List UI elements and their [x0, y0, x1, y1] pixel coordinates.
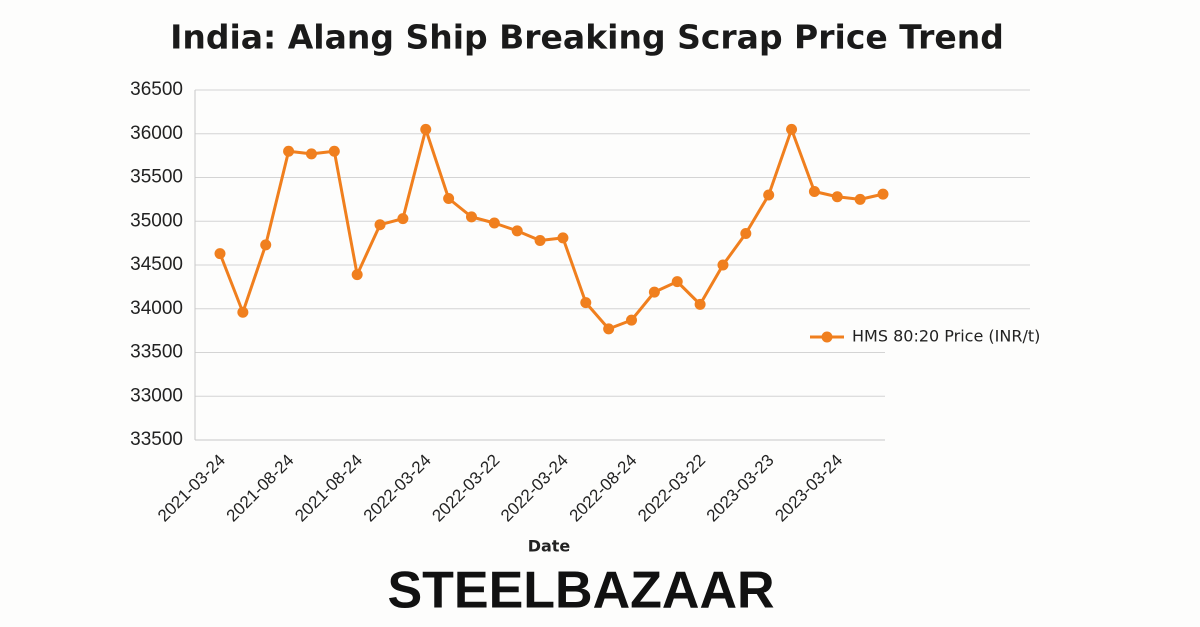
data-point [763, 189, 775, 201]
x-tick-label: 2022-03-24 [497, 451, 572, 526]
data-point [534, 235, 546, 246]
data-point [648, 286, 660, 298]
data-point [580, 297, 592, 309]
y-tick-label: 36500 [130, 79, 183, 100]
data-point [740, 228, 752, 239]
data-point [854, 193, 866, 205]
data-point [465, 211, 477, 223]
data-point [786, 123, 798, 135]
y-tick-label: 33500 [130, 342, 183, 363]
data-point [877, 188, 889, 200]
data-point [397, 213, 409, 225]
x-tick-label: 2021-03-24 [154, 451, 229, 526]
brand: STEELBAZAAR [387, 562, 774, 620]
x-tick-label: 2022-08-24 [566, 451, 641, 526]
x-axis-label: Date [528, 537, 571, 556]
x-tick-label: 2022-03-22 [634, 451, 709, 526]
data-point [808, 186, 820, 197]
x-tick-label: 2022-03-24 [360, 451, 435, 526]
data-point [351, 269, 363, 281]
data-point [328, 145, 340, 157]
x-tick-label: 2021-08-24 [291, 451, 366, 526]
data-point [443, 193, 455, 204]
data-point [260, 239, 272, 251]
data-point [603, 323, 615, 335]
y-tick-label: 36000 [130, 123, 183, 144]
y-tick-label: 34000 [130, 298, 183, 319]
series-line [218, 127, 884, 331]
data-point [557, 232, 569, 244]
data-point [694, 298, 706, 310]
data-point [626, 314, 638, 326]
x-tick-label: 2023-03-24 [771, 451, 846, 526]
data-point [374, 219, 386, 231]
x-tick-label: 2021-08-24 [223, 451, 298, 526]
data-point [488, 217, 500, 229]
data-point [671, 276, 683, 288]
x-tick-label: 2022-03-22 [428, 451, 503, 526]
y-tick-label: 33500 [130, 429, 183, 450]
data-point [831, 191, 843, 203]
x-tick-label: 2023-03-23 [703, 451, 778, 526]
legend-label: HMS 80:20 Price (INR/t) [852, 327, 1040, 346]
data-point [420, 123, 432, 135]
y-tick-label: 33000 [130, 385, 183, 406]
y-tick-label: 34500 [130, 254, 183, 275]
data-point [283, 145, 295, 157]
y-tick-label: 35000 [130, 210, 183, 231]
data-point [717, 259, 729, 271]
y-tick-label: 35500 [130, 167, 183, 188]
data-point [237, 306, 249, 318]
chart-title: India: Alang Ship Breaking Scrap Price T… [170, 18, 1004, 57]
data-point [305, 148, 317, 160]
legend-marker [821, 331, 833, 343]
data-point [511, 225, 523, 237]
data-point [214, 248, 226, 260]
